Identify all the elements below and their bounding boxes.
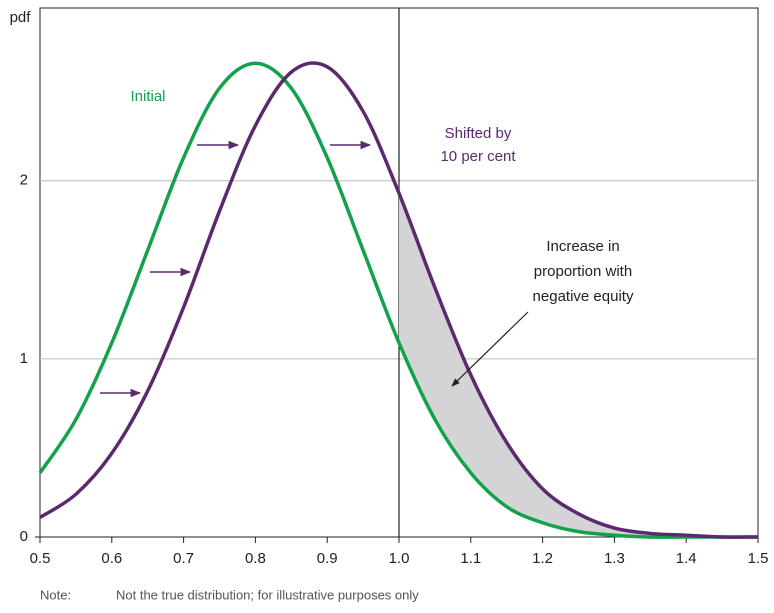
x-tick-label: 1.3 [604, 550, 625, 567]
shade-layer [399, 193, 758, 538]
y-axis-label: pdf [10, 9, 32, 26]
note-text: Not the true distribution; for illustrat… [116, 587, 419, 602]
x-tick-label: 0.7 [173, 550, 194, 567]
series-label: 10 per cent [440, 148, 516, 165]
y-tick-label: 1 [20, 350, 28, 367]
annotation: proportion with [534, 263, 632, 280]
x-tick-label: 0.9 [317, 550, 338, 567]
x-tick-label: 1.0 [389, 550, 410, 567]
series-line [39, 61, 759, 539]
shaded-area [399, 193, 758, 538]
x-tick-label: 1.1 [460, 550, 481, 567]
x-tick-label: 1.5 [748, 550, 769, 567]
lines [38, 61, 759, 539]
annotation: Increase in [546, 238, 619, 255]
grid: 0 1 2 0.5 0.6 0.7 0.8 0.9 1.0 1.1 1.2 1.3 1.4 1.5 [20, 7, 769, 567]
x-tick-label: 0.8 [245, 550, 266, 567]
x-tick-label: 0.6 [101, 550, 122, 567]
x-tick-label: 1.4 [676, 550, 697, 567]
x-tick-label: 0.5 [30, 550, 51, 567]
series-line [38, 61, 758, 539]
series-label: Shifted by [445, 125, 512, 142]
annotation-arrow [451, 311, 529, 387]
shift-arrows [100, 140, 372, 398]
series-label: Initial [130, 88, 165, 105]
annotation: negative equity [533, 288, 634, 305]
x-tick-label: 1.2 [532, 550, 553, 567]
note-label: Note: [40, 587, 71, 602]
y-tick-label: 0 [20, 528, 28, 545]
y-tick-label: 2 [20, 172, 28, 189]
